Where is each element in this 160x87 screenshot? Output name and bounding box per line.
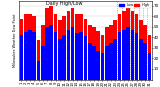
Bar bbox=[45, 8, 49, 80]
Bar bbox=[20, 35, 23, 80]
Bar bbox=[62, 16, 66, 80]
Bar bbox=[37, 61, 40, 80]
Bar bbox=[122, 30, 126, 80]
Bar bbox=[88, 43, 92, 80]
Bar bbox=[88, 25, 92, 80]
Bar bbox=[24, 14, 28, 80]
Bar bbox=[122, 11, 126, 80]
Bar bbox=[58, 39, 62, 80]
Bar bbox=[67, 11, 70, 80]
Bar bbox=[139, 39, 143, 80]
Bar bbox=[32, 32, 36, 80]
Bar bbox=[79, 14, 83, 80]
Bar bbox=[67, 30, 70, 80]
Bar bbox=[131, 11, 134, 80]
Bar bbox=[135, 14, 138, 80]
Bar bbox=[113, 20, 117, 80]
Bar bbox=[37, 40, 40, 80]
Bar bbox=[28, 14, 32, 80]
Bar bbox=[101, 35, 104, 80]
Bar bbox=[28, 30, 32, 80]
Bar bbox=[49, 6, 53, 80]
Bar bbox=[105, 27, 109, 80]
Bar bbox=[148, 35, 151, 80]
Bar bbox=[143, 25, 147, 80]
Bar bbox=[49, 25, 53, 80]
Bar bbox=[126, 8, 130, 80]
Bar bbox=[135, 33, 138, 80]
Text: Daily High/Low: Daily High/Low bbox=[46, 1, 82, 6]
Bar bbox=[54, 32, 57, 80]
Bar bbox=[139, 20, 143, 80]
Bar bbox=[96, 31, 100, 80]
Bar bbox=[62, 35, 66, 80]
Bar bbox=[20, 19, 23, 80]
Bar bbox=[71, 27, 74, 80]
Bar bbox=[41, 25, 45, 80]
Bar bbox=[126, 27, 130, 80]
Bar bbox=[71, 8, 74, 80]
Bar bbox=[84, 19, 87, 80]
Bar bbox=[45, 27, 49, 80]
Bar bbox=[131, 30, 134, 80]
Bar bbox=[109, 43, 113, 80]
Bar bbox=[105, 46, 109, 80]
Bar bbox=[92, 27, 96, 80]
Bar bbox=[148, 53, 151, 80]
Bar bbox=[113, 39, 117, 80]
Y-axis label: Milwaukee Weather Dew Point: Milwaukee Weather Dew Point bbox=[13, 13, 17, 67]
Bar bbox=[84, 36, 87, 80]
Bar bbox=[75, 14, 79, 80]
Bar bbox=[58, 20, 62, 80]
Bar bbox=[79, 32, 83, 80]
Bar bbox=[24, 32, 28, 80]
Bar bbox=[118, 32, 121, 80]
Bar bbox=[101, 53, 104, 80]
Bar bbox=[96, 51, 100, 80]
Bar bbox=[92, 46, 96, 80]
Bar bbox=[75, 33, 79, 80]
Bar bbox=[109, 25, 113, 80]
Bar bbox=[54, 14, 57, 80]
Bar bbox=[32, 16, 36, 80]
Legend: Low, High: Low, High bbox=[119, 2, 150, 8]
Bar bbox=[41, 46, 45, 80]
Bar bbox=[118, 14, 121, 80]
Bar bbox=[143, 43, 147, 80]
